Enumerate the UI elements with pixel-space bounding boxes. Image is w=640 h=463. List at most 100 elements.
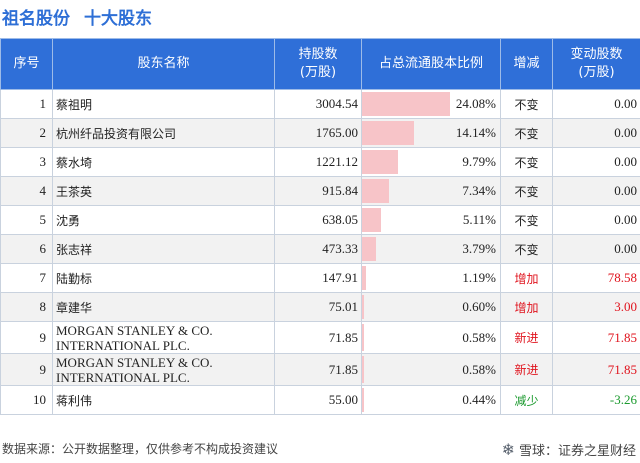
cell-holder: 蔡祖明	[52, 89, 275, 119]
cell-change-amount: 3.00	[552, 292, 640, 322]
cell-ratio: 0.58%	[361, 321, 501, 354]
ratio-bar	[362, 388, 364, 412]
col-change-amount-header: 变动股数 (万股)	[552, 38, 640, 90]
cell-ratio: 0.60%	[361, 292, 501, 322]
cell-holder: 蒋利伟	[52, 385, 275, 415]
cell-change-amount: 0.00	[552, 147, 640, 177]
ratio-bar	[362, 266, 367, 290]
col-shares-header: 持股数 (万股)	[274, 38, 362, 90]
cell-holder: 蔡水埼	[52, 147, 275, 177]
company-name: 祖名股份	[2, 9, 70, 29]
cell-change: 增加	[500, 263, 553, 293]
ratio-bar	[362, 121, 414, 145]
cell-rank: 8	[0, 292, 53, 322]
cell-ratio: 3.79%	[361, 234, 501, 264]
table-row: 10 蒋利伟 55.00 0.44% 减少 -3.26	[0, 385, 640, 415]
cell-shares: 638.05	[274, 205, 362, 235]
cell-rank: 4	[0, 176, 53, 206]
ratio-bar	[362, 324, 365, 351]
cell-shares: 915.84	[274, 176, 362, 206]
cell-rank: 1	[0, 89, 53, 119]
ratio-value: 14.14%	[455, 125, 496, 140]
page-title: 祖名股份 十大股东	[2, 4, 152, 29]
cell-change-amount: 71.85	[552, 353, 640, 386]
cell-change: 不变	[500, 205, 553, 235]
cell-holder: 沈勇	[52, 205, 275, 235]
ratio-bar	[362, 356, 365, 383]
table-row: 9 MORGAN STANLEY & CO. INTERNATIONAL PLC.…	[0, 353, 640, 386]
ratio-value: 24.08%	[455, 96, 496, 111]
ratio-bar	[362, 208, 381, 232]
cell-change-amount: -3.26	[552, 385, 640, 415]
cell-change: 不变	[500, 89, 553, 119]
ratio-value: 5.11%	[462, 212, 496, 227]
brand-text: 雪球：证券之星财经	[518, 444, 636, 459]
ratio-bar	[362, 150, 398, 174]
cell-change-amount: 0.00	[552, 234, 640, 264]
cell-change-amount: 0.00	[552, 89, 640, 119]
cell-rank: 10	[0, 385, 53, 415]
col-ratio-header: 占总流通股本比例	[361, 38, 501, 90]
cell-change: 新进	[500, 321, 553, 354]
table-body: 1 蔡祖明 3004.54 24.08% 不变 0.00 2 杭州纤品投资有限公司 1765.0…	[0, 89, 640, 415]
ratio-bar	[362, 295, 365, 319]
cell-change-amount: 78.58	[552, 263, 640, 293]
ratio-value: 0.44%	[462, 392, 496, 407]
snowball-icon: ❄	[501, 440, 515, 459]
cell-rank: 9	[0, 321, 53, 354]
shareholders-table: 序号 股东名称 持股数 (万股) 占总流通股本比例 增减 变动股数 (万股) 1…	[0, 38, 640, 415]
cell-rank: 9	[0, 353, 53, 386]
cell-ratio: 14.14%	[361, 118, 501, 148]
col-rank-header: 序号	[0, 38, 53, 90]
cell-rank: 2	[0, 118, 53, 148]
table-row: 3 蔡水埼 1221.12 9.79% 不变 0.00	[0, 147, 640, 177]
cell-change: 增加	[500, 292, 553, 322]
cell-ratio: 7.34%	[361, 176, 501, 206]
cell-change-amount: 71.85	[552, 321, 640, 354]
table-row: 9 MORGAN STANLEY & CO. INTERNATIONAL PLC.…	[0, 321, 640, 354]
cell-holder: 杭州纤品投资有限公司	[52, 118, 275, 148]
cell-change: 不变	[500, 118, 553, 148]
cell-change: 新进	[500, 353, 553, 386]
col-holder-header: 股东名称	[52, 38, 275, 90]
ratio-value: 3.79%	[462, 241, 496, 256]
cell-change: 减少	[500, 385, 553, 415]
cell-holder: 张志祥	[52, 234, 275, 264]
cell-change-amount: 0.00	[552, 176, 640, 206]
ratio-bar	[362, 179, 389, 203]
brand-credit: ❄ 雪球：证券之星财经	[502, 440, 636, 459]
cell-change-amount: 0.00	[552, 205, 640, 235]
title-subject: 十大股东	[84, 9, 152, 29]
cell-ratio: 9.79%	[361, 147, 501, 177]
footer-source: 数据来源：公开数据整理，仅供参考不构成投资建议	[2, 442, 279, 456]
cell-shares: 55.00	[274, 385, 362, 415]
cell-ratio: 24.08%	[361, 89, 501, 119]
cell-shares: 71.85	[274, 353, 362, 386]
cell-shares: 1221.12	[274, 147, 362, 177]
table-row: 5 沈勇 638.05 5.11% 不变 0.00	[0, 205, 640, 235]
cell-ratio: 5.11%	[361, 205, 501, 235]
table-row: 2 杭州纤品投资有限公司 1765.00 14.14% 不变 0.00	[0, 118, 640, 148]
cell-holder: MORGAN STANLEY & CO. INTERNATIONAL PLC.	[52, 353, 275, 386]
cell-holder: 陆勤标	[52, 263, 275, 293]
ratio-value: 0.58%	[462, 329, 496, 345]
col-change-header: 增减	[500, 38, 553, 90]
cell-shares: 473.33	[274, 234, 362, 264]
cell-shares: 71.85	[274, 321, 362, 354]
ratio-value: 0.58%	[462, 361, 496, 377]
cell-change: 不变	[500, 234, 553, 264]
cell-rank: 5	[0, 205, 53, 235]
ratio-value: 1.19%	[462, 270, 496, 285]
cell-rank: 3	[0, 147, 53, 177]
ratio-bar	[362, 92, 451, 116]
ratio-value: 7.34%	[462, 183, 496, 198]
table-row: 1 蔡祖明 3004.54 24.08% 不变 0.00	[0, 89, 640, 119]
cell-shares: 147.91	[274, 263, 362, 293]
table-header-row: 序号 股东名称 持股数 (万股) 占总流通股本比例 增减 变动股数 (万股)	[0, 38, 640, 90]
cell-shares: 1765.00	[274, 118, 362, 148]
ratio-bar	[362, 237, 376, 261]
cell-change-amount: 0.00	[552, 118, 640, 148]
cell-ratio: 1.19%	[361, 263, 501, 293]
cell-holder: 章建华	[52, 292, 275, 322]
table-row: 4 王茶英 915.84 7.34% 不变 0.00	[0, 176, 640, 206]
